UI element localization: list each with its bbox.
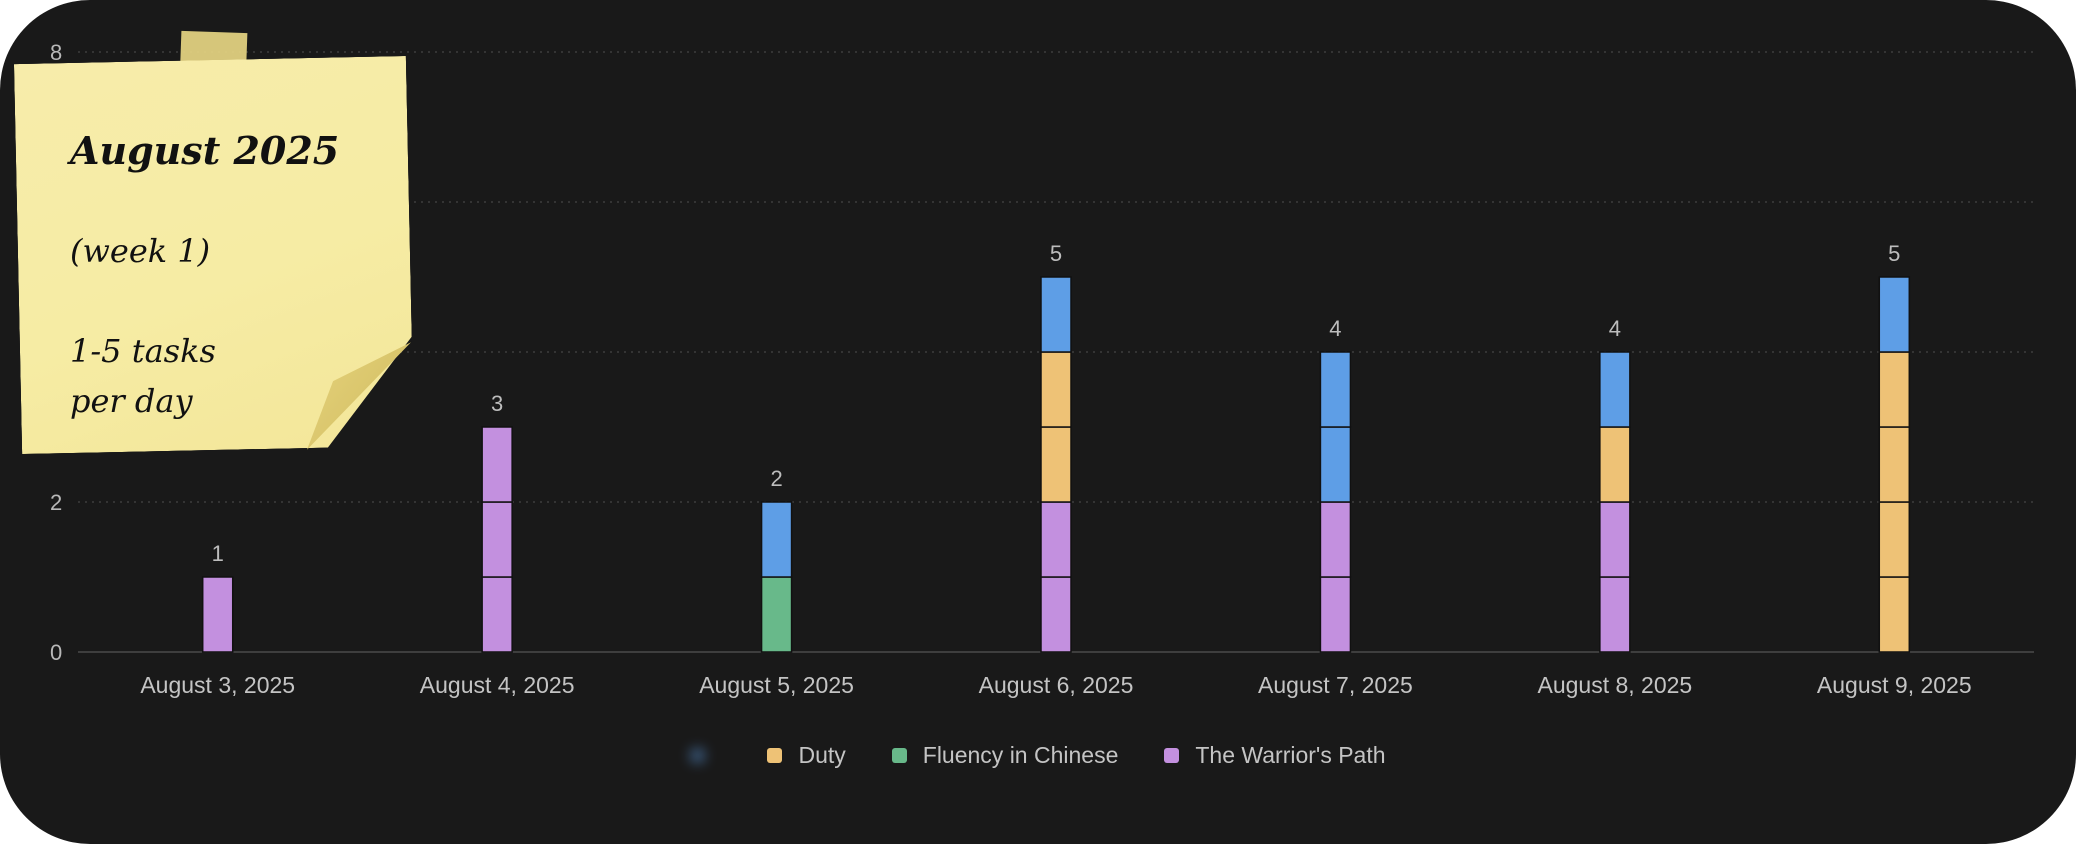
legend-swatch [690,748,706,763]
legend-swatch [767,748,783,763]
note-week: (week 1) [70,232,211,270]
bar-total-label: 5 [1050,241,1062,266]
legend-label: Duty [798,742,846,768]
legend-swatch [891,748,907,763]
bar-total-label: 3 [491,391,503,416]
legend-item-blurred[interactable] [690,742,721,769]
x-tick-label: August 9, 2025 [1817,672,1972,698]
x-tick-label: August 7, 2025 [1258,672,1413,698]
bar-segment [481,501,513,578]
note-tasks-line2: per day [70,382,193,420]
bar-segment [1878,501,1911,578]
bar-segment [1878,276,1911,353]
bar-segment [1040,501,1072,578]
x-tick-label: August 4, 2025 [420,672,575,698]
chart-legend: Duty Fluency in Chinese The Warrior's Pa… [0,742,2076,769]
legend-label: The Warrior's Path [1195,742,1386,768]
legend-item-warriors-path[interactable]: The Warrior's Path [1164,742,1386,769]
bar-segment [1599,501,1631,578]
x-tick-label: August 5, 2025 [699,672,854,698]
bar-segment [760,501,793,578]
legend-swatch [1164,748,1180,763]
bar-segment [1878,426,1911,503]
note-tasks-line1: 1-5 tasks [70,332,216,370]
y-tick-label: 0 [50,640,62,665]
bar-segment [1319,426,1352,503]
note-tasks: 1-5 tasks per day [70,326,216,426]
bar-total-label: 1 [212,541,224,566]
bar-segment [1878,576,1911,653]
bar-segment [1599,351,1631,428]
bar-segment [1040,426,1072,503]
legend-label: Fluency in Chinese [922,742,1119,768]
y-tick-label: 8 [50,40,62,65]
bar-total-label: 4 [1329,316,1341,341]
bar-segment [481,426,513,503]
x-tick-label: August 8, 2025 [1537,672,1692,698]
bar-segment [1319,351,1352,428]
x-tick-label: August 3, 2025 [140,672,295,698]
legend-item-fluency-in-chinese[interactable]: Fluency in Chinese [891,742,1119,769]
bar-segment [1878,351,1911,428]
x-tick-label: August 6, 2025 [979,672,1134,698]
bar-segment [760,576,793,653]
bar-segment [1040,351,1072,428]
bar-total-label: 4 [1609,316,1621,341]
bar-segment [1319,576,1352,653]
y-tick-label: 2 [50,490,62,515]
note-title: August 2025 [70,128,340,173]
bar-segment [1040,576,1072,653]
bar-segment [481,576,513,653]
bar-segment [201,576,234,653]
bar-segment [1319,501,1352,578]
bar-segment [1040,276,1072,353]
bar-total-label: 2 [770,466,782,491]
legend-item-duty[interactable]: Duty [767,742,846,769]
bar-total-label: 5 [1888,241,1900,266]
bar-segment [1599,426,1631,503]
bar-segment [1599,576,1631,653]
